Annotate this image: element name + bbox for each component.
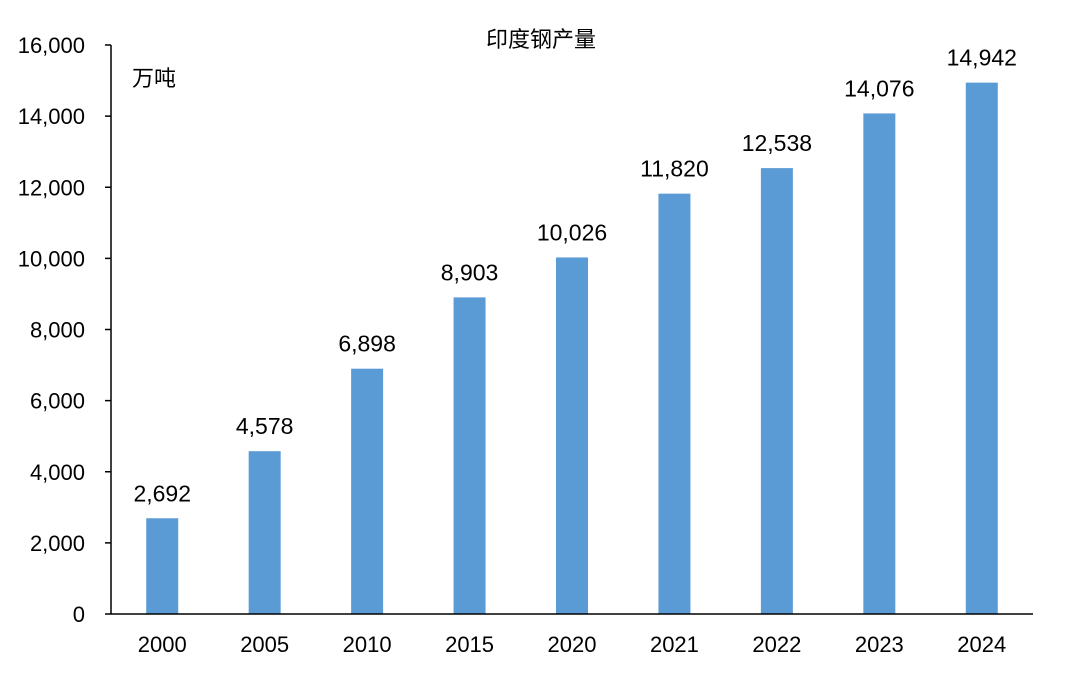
- unit-label: 万吨: [132, 66, 176, 91]
- bar-2010: [351, 368, 384, 614]
- bar-2015: [453, 297, 486, 614]
- y-tick-label: 0: [73, 602, 85, 627]
- bar-2000: [146, 518, 179, 614]
- x-tick-label-2020: 2020: [548, 632, 597, 657]
- y-tick-label: 12,000: [18, 175, 85, 200]
- data-label-2021: 11,820: [640, 156, 709, 182]
- data-label-2020: 10,026: [537, 219, 607, 245]
- y-tick-label: 10,000: [18, 246, 85, 271]
- bar-2024: [965, 82, 998, 614]
- x-tick-label-2024: 2024: [957, 632, 1006, 657]
- data-label-2023: 14,076: [844, 75, 914, 101]
- data-label-2022: 12,538: [742, 130, 812, 156]
- x-tick-label-2005: 2005: [240, 632, 289, 657]
- labels-layer: 2,692 2000 4,578 2005 6,898 2010 8,903 2015 10,0…: [18, 33, 1017, 657]
- y-tick-label: 4,000: [30, 460, 85, 485]
- y-tick-label: 14,000: [18, 104, 85, 129]
- x-tick-label-2022: 2022: [752, 632, 801, 657]
- x-tick-label-2023: 2023: [855, 632, 904, 657]
- y-tick-label: 6,000: [30, 389, 85, 414]
- axes-layer: [105, 44, 1033, 615]
- bar-2020: [556, 257, 588, 614]
- y-tick-label: 16,000: [18, 33, 85, 58]
- x-tick-label-2021: 2021: [650, 632, 699, 657]
- chart-title: 印度钢产量: [486, 27, 596, 52]
- bar-2022: [760, 168, 793, 614]
- x-tick-label-2000: 2000: [138, 632, 187, 657]
- bar-2021: [658, 193, 691, 614]
- data-label-2000: 2,692: [133, 480, 191, 506]
- bars-layer: [146, 82, 998, 615]
- bar-2005: [248, 451, 281, 614]
- y-tick-label: 8,000: [30, 318, 85, 343]
- y-tick-label: 2,000: [30, 531, 85, 556]
- x-tick-label-2015: 2015: [445, 632, 494, 657]
- data-label-2010: 6,898: [338, 331, 396, 357]
- data-label-2015: 8,903: [441, 259, 499, 285]
- data-label-2024: 14,942: [947, 45, 1017, 71]
- x-tick-label-2010: 2010: [343, 632, 392, 657]
- bar-2023: [863, 113, 896, 615]
- data-label-2005: 4,578: [236, 413, 294, 439]
